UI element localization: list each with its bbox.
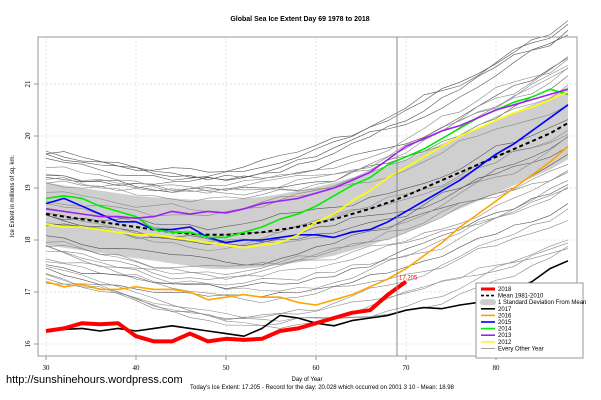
x-tick-label: 60 [313,364,321,372]
legend-label: 2012 [498,340,512,346]
other-year-line [45,146,569,247]
y-tick-label: 20 [24,132,32,140]
mean-line [45,122,569,236]
other-year-line [45,104,569,203]
series-lines [45,88,569,344]
other-year-line [45,57,569,186]
other-year-line [45,59,569,191]
x-tick-label: 40 [133,364,141,372]
std-band-area [46,86,568,270]
other-year-line [45,180,569,280]
other-year-line [45,203,569,297]
y-axis: 16 17 18 19 20 21 [24,80,38,348]
legend-swatch [480,299,496,306]
other-year-line [45,208,569,321]
legend-label: Every Other Year [498,346,544,352]
other-year-line [45,20,569,173]
legend-label: 2013 [498,333,512,339]
other-years-lines [45,20,569,329]
other-year-line [45,184,569,290]
y-tick-label: 18 [24,236,32,244]
current-value-label: 17.205 [399,275,418,281]
plot-frame [37,36,578,357]
legend-label: 2014 [498,327,512,333]
other-year-line [45,248,569,329]
other-year-line [45,56,569,194]
other-year-line [45,34,569,181]
series-line-2018 [45,279,408,344]
other-year-line [45,64,569,196]
y-tick-label: 17 [24,288,32,296]
std-band [46,86,568,270]
legend-label: 2016 [498,313,512,319]
other-year-line [45,188,569,292]
other-year-line [45,136,569,245]
other-year-line [45,23,569,181]
series-line-2012 [45,91,569,249]
x-tick-label: 30 [43,364,51,372]
legend-label: 2018 [498,287,512,293]
x-tick-label: 80 [493,364,501,372]
other-year-line [45,84,569,192]
legend-label: Mean 1981-2010 [498,294,544,300]
stats-caption: Today's Ice Extent: 17.205 - Record for … [190,385,455,391]
other-year-line [45,170,569,275]
other-year-line [45,136,569,244]
legend-label: 2017 [498,307,512,313]
legend-label: 2015 [498,320,512,326]
y-tick-label: 19 [24,184,32,192]
series-line-2013 [45,88,569,219]
y-tick-label: 21 [24,80,32,88]
x-axis-label: Day of Year [291,377,322,383]
x-tick-label: 50 [223,364,231,372]
other-year-line [45,186,569,286]
x-tick-label: 70 [403,364,411,372]
chart-title: Global Sea Ice Extent Day 69 1978 to 201… [230,16,369,23]
legend-label: 1 Standard Deviation From Mean [498,300,586,306]
other-year-line [45,30,569,181]
x-axis: 30 40 50 60 70 80 [43,356,501,372]
other-year-line [45,242,569,319]
y-tick-label: 16 [24,340,32,348]
other-year-line [45,220,569,304]
other-year-line [45,130,569,252]
series-line-2015 [45,104,569,244]
other-year-line [45,172,569,268]
source-url: http://sunshinehours.wordpress.com [6,374,183,386]
y-axis-label: Ice Extent in millions of sq. km. [10,154,16,237]
other-year-line [45,68,569,217]
series-line-2016 [45,145,569,306]
other-year-line [45,164,569,280]
